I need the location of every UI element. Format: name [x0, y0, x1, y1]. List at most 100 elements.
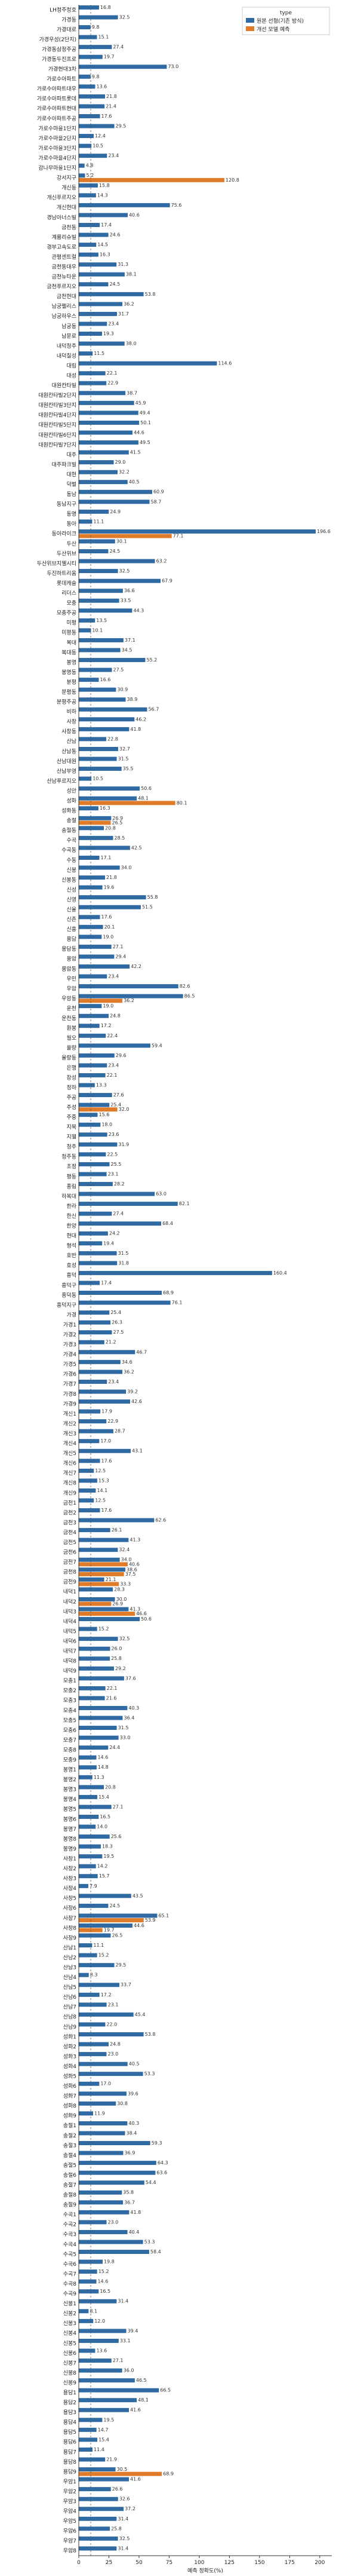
bar-series-a [79, 480, 128, 485]
y-tick-label: 봉명7 [63, 1826, 76, 1833]
bar-series-a [79, 460, 114, 465]
y-tick-label: 용담 [66, 936, 76, 943]
y-tick-label: 가로수마을2단지 [38, 135, 76, 142]
bar-series-a [79, 2497, 118, 2501]
bar-series-a [79, 2002, 107, 2007]
bar-value-label-a: 43.1 [132, 1448, 143, 1454]
y-tick-label: 덕벌 [66, 482, 76, 488]
y-tick-label: 봉명6 [63, 1816, 77, 1823]
bar-value-label-a: 42.6 [131, 1399, 142, 1404]
bar-value-label-a: 11.1 [93, 1943, 104, 1948]
y-tick-label: 용담7 [63, 2448, 76, 2455]
bar-series-b [79, 1918, 144, 1923]
bar-series-a [79, 25, 91, 30]
y-tick-label: 은행 [66, 1064, 76, 1071]
bar-series-a [79, 1745, 109, 1750]
bar-value-label-a: 19.0 [103, 934, 113, 939]
x-tick-label: 125 [224, 2560, 235, 2566]
bar-series-a [79, 1705, 128, 1710]
bar-value-label-a: 30.8 [117, 2101, 128, 2106]
bar-series-a [79, 2229, 128, 2234]
y-tick-label: 성화3 [63, 2053, 76, 2060]
bar-series-a [79, 104, 105, 109]
bar-series-a [79, 1992, 100, 1997]
y-tick-label: 개신8 [63, 1480, 77, 1487]
bar-series-a [79, 2536, 118, 2541]
bar-value-label-a: 38.4 [127, 2130, 137, 2136]
bar-series-a [79, 628, 91, 633]
bar-series-a [79, 74, 91, 79]
y-tick-label: 사창3 [63, 1876, 76, 1882]
y-tick-label: 현대 [66, 1233, 76, 1239]
x-tick-label: 25 [106, 2560, 112, 2566]
bar-value-label-a: 24.5 [109, 281, 120, 287]
bar-value-label-a: 8.3 [90, 1972, 98, 1978]
bar-value-label-a: 41.6 [130, 2477, 141, 2482]
bar-value-label-a: 22.1 [107, 1686, 118, 1691]
bar-value-label-a: 20.8 [105, 825, 116, 831]
y-tick-label: LH청주청호 [50, 7, 76, 13]
y-tick-label: 내덕9 [63, 1668, 77, 1674]
y-tick-label: 용담9 [63, 2468, 77, 2475]
bar-series-a [79, 124, 115, 128]
y-tick-label: 우암7 [63, 2537, 76, 2544]
bar-value-label-a: 14.2 [97, 1864, 108, 1869]
bar-series-a [79, 1320, 111, 1325]
bar-series-a [79, 500, 150, 504]
bar-value-label-a: 63.6 [156, 2170, 167, 2176]
bar-series-a [79, 2240, 143, 2244]
bar-value-label-a: 32.5 [119, 14, 130, 20]
bar-value-label-a: 22.9 [107, 381, 118, 386]
bar-series-a [79, 1152, 106, 1157]
x-tick-label: 200 [315, 2560, 325, 2566]
bar-series-a [79, 935, 102, 939]
bar-value-label-a: 12.4 [95, 133, 106, 139]
bar-value-label-a: 21.8 [106, 875, 117, 880]
y-tick-label: 한신 [66, 1213, 76, 1220]
y-tick-label: 개신7 [63, 1470, 76, 1477]
bar-series-a [79, 1291, 162, 1295]
y-tick-label: 우암4 [63, 2508, 77, 2515]
bar-series-a [79, 1726, 117, 1730]
bar-series-a [79, 2032, 144, 2036]
bar-value-label-a: 5.2 [86, 173, 94, 178]
bar-value-label-a: 17.6 [101, 1458, 112, 1463]
bar-value-label-a: 35.8 [123, 2190, 134, 2195]
bar-value-label-a: 38.6 [127, 1567, 137, 1572]
y-tick-label: 신봉동 [61, 877, 76, 883]
bar-series-a [79, 1063, 107, 1068]
y-tick-label: 대원칸타빌3단지 [38, 402, 76, 409]
bar-series-a [79, 905, 141, 909]
y-tick-label: 율량동 [61, 1054, 76, 1061]
bar-value-label-a: 20.8 [105, 1784, 116, 1790]
y-tick-label: 관평센트럴 [52, 254, 76, 261]
bar-series-a [79, 2487, 111, 2492]
bar-series-a [79, 1359, 121, 1364]
bar-value-label-b: 80.1 [177, 800, 187, 805]
bar-series-a [79, 578, 161, 583]
bar-value-label-a: 15.3 [98, 1478, 109, 1483]
bar-series-a [79, 1093, 112, 1098]
bar-value-label-a: 39.2 [127, 1389, 138, 1394]
bar-series-a [79, 2368, 122, 2373]
bar-value-label-a: 58.7 [151, 499, 162, 504]
bar-value-label-a: 34.6 [122, 1359, 132, 1365]
y-tick-label: 용담2 [63, 2399, 76, 2406]
y-tick-label: 개신4 [63, 1441, 77, 1447]
bar-series-a [79, 1508, 100, 1513]
legend-swatch-series-b [246, 26, 254, 31]
bar-series-a [79, 1251, 117, 1255]
bar-series-a [79, 381, 107, 385]
y-tick-label: 동남 [66, 491, 76, 498]
bar-value-label-a: 11.3 [94, 1775, 104, 1780]
bar-value-label-a: 27.4 [113, 44, 124, 50]
legend-title: type [280, 10, 292, 16]
y-tick-label: 내덕6 [63, 1638, 77, 1644]
y-tick-label: 롯데캐슬 [57, 580, 76, 587]
bar-series-a [79, 1043, 150, 1048]
bar-series-a [79, 332, 102, 336]
bar-series-a [79, 2151, 124, 2155]
bar-value-label-a: 16.5 [100, 2289, 110, 2294]
bar-value-label-a: 16.3 [100, 252, 110, 258]
bar-value-label-a: 23.4 [108, 1062, 119, 1068]
